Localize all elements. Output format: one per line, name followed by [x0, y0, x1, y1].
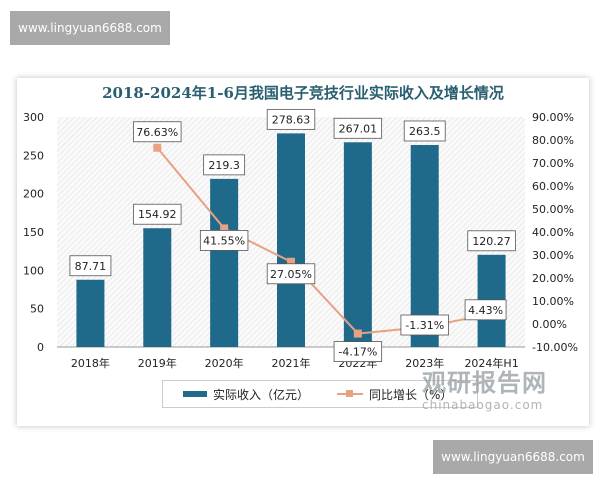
logo-en: chinabaogao.com	[422, 398, 544, 412]
bar-value-label-box	[133, 203, 182, 225]
bar-value-label: 87.71	[75, 260, 107, 273]
growth-marker	[353, 329, 362, 338]
y-right-tick: 50.00%	[532, 203, 574, 216]
x-tick: 2021年	[272, 356, 311, 370]
chart-svg: 0 50 100 150 200 250 300 -10.00% 0.00% 10.00% 20.0…	[23, 108, 578, 370]
x-tick: 2023年	[405, 356, 444, 370]
bar-value-label: 278.63	[272, 113, 311, 126]
legend: 实际收入（亿元） 同比增长（%）	[162, 380, 478, 408]
bar-value-label-box	[403, 120, 446, 142]
bar	[277, 133, 305, 347]
bar-value-label: 154.92	[138, 208, 177, 221]
bar	[143, 228, 172, 347]
bar-value-label-box	[69, 255, 112, 277]
growth-value-label-box	[133, 121, 182, 143]
growth-value-label-box	[199, 230, 249, 251]
y-right-tick: 10.00%	[532, 295, 574, 308]
y-left-tick: 250	[23, 149, 44, 162]
bar-value-label: 263.5	[409, 125, 441, 138]
growth-value-label: 27.05%	[270, 268, 312, 281]
growth-value-label: -4.17%	[338, 346, 377, 359]
y-left-tick: 200	[23, 188, 44, 201]
y-right-tick: 0.00%	[532, 318, 567, 331]
growth-value-label: 4.43%	[468, 304, 503, 317]
x-tick: 2018年	[71, 356, 110, 370]
bar	[343, 142, 372, 347]
bar	[410, 144, 439, 347]
watermark-top: www.lingyuan6688.com	[10, 11, 170, 45]
y-right-tick: 30.00%	[532, 249, 574, 262]
bar-value-label: 219.3	[208, 159, 240, 172]
y-left-tick: 300	[23, 111, 44, 124]
growth-marker	[153, 143, 162, 152]
y-left-tick: 150	[23, 226, 44, 239]
bar-value-label: 120.27	[472, 235, 511, 248]
y-left-tick: 50	[30, 303, 44, 316]
publisher-logo: 观研报告网 chinabaogao.com	[422, 363, 547, 412]
bar-value-label-box	[467, 230, 516, 252]
bar-value-label: 267.01	[339, 122, 378, 135]
legend-bar-label: 实际收入（亿元）	[213, 387, 310, 402]
growth-marker	[220, 224, 229, 233]
bar-value-label-box	[333, 117, 383, 139]
bar-value-label-box	[203, 154, 246, 176]
legend-line-swatch	[337, 389, 364, 399]
growth-value-label: 76.63%	[136, 126, 178, 139]
growth-value-label-box	[266, 263, 316, 285]
chart-card: 2018-2024年1-6月我国电子竞技行业实际收入及增长情况 0 50 100 15…	[17, 78, 589, 426]
growth-value-label: 41.55%	[203, 234, 245, 247]
legend-bar-swatch	[183, 391, 207, 397]
y-left-tick: 0	[37, 341, 44, 354]
growth-value-label-box	[400, 314, 449, 336]
growth-value-label-box	[333, 341, 383, 362]
x-tick: 2020年	[205, 356, 244, 370]
growth-value-label-box	[464, 299, 507, 321]
bar-value-label-box	[266, 108, 316, 130]
growth-value-label: -1.31%	[405, 319, 444, 332]
bar	[76, 279, 105, 347]
y-right-tick: 20.00%	[532, 272, 574, 285]
y-right-tick: 40.00%	[532, 226, 574, 239]
y-right-tick: 90.00%	[532, 111, 574, 124]
y-left-tick: 100	[23, 264, 44, 277]
x-tick: 2019年	[138, 356, 177, 370]
x-tick: 2024年H1	[464, 356, 518, 370]
logo-cn: 观研报告网	[422, 369, 547, 397]
growth-marker	[287, 257, 295, 266]
y-right-tick: 60.00%	[532, 180, 574, 193]
y-right-tick: -10.00%	[532, 341, 578, 354]
legend-line-label: 同比增长（%）	[369, 387, 453, 402]
y-right-tick: 70.00%	[532, 157, 574, 170]
bar	[210, 178, 239, 347]
chart-title: 2018-2024年1-6月我国电子竞技行业实际收入及增长情况	[102, 84, 504, 102]
y-right-tick: 80.00%	[532, 134, 574, 147]
watermark-bottom: www.lingyuan6688.com	[433, 440, 593, 474]
